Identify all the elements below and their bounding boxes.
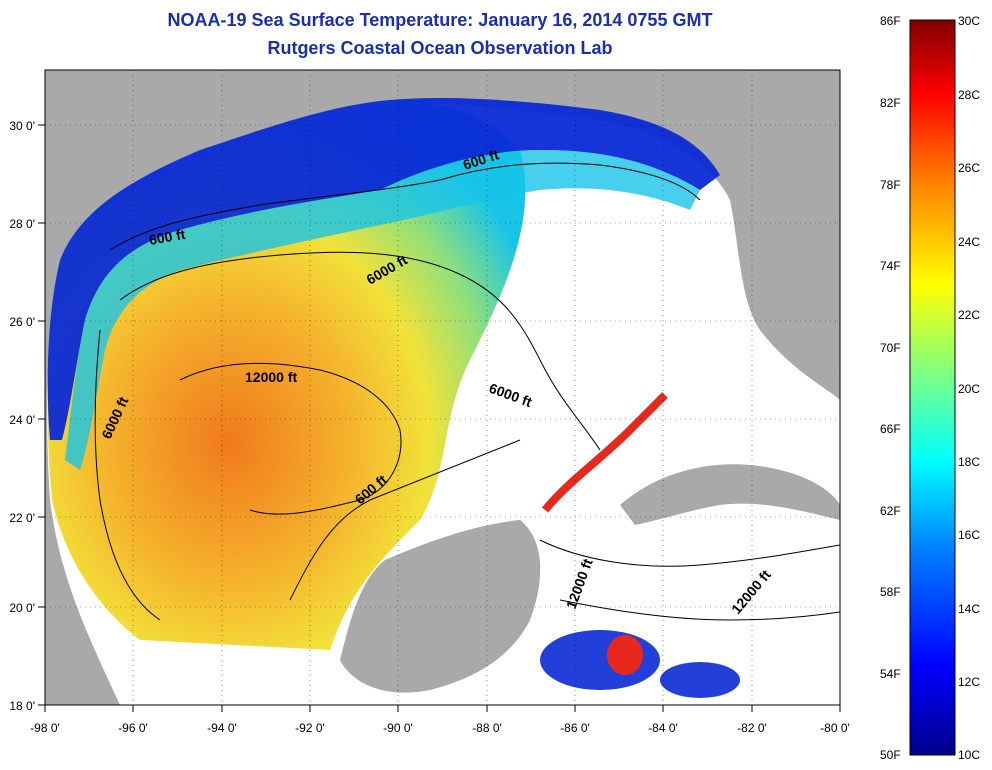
- colorbar-c-label: 28C: [958, 88, 981, 102]
- colorbar-c-label: 12C: [958, 675, 981, 689]
- colorbar-f-label: 50F: [880, 748, 901, 762]
- contour-label: 600 ft: [148, 226, 187, 248]
- lon-tick-label: -92 0': [295, 721, 325, 735]
- lon-tick-label: -96 0': [118, 721, 148, 735]
- lon-tick-label: -82 0': [737, 721, 767, 735]
- title-line-2: Rutgers Coastal Ocean Observation Lab: [267, 38, 613, 58]
- colorbar-c-label: 10C: [958, 748, 981, 762]
- contour-caribbean: [539, 539, 840, 567]
- contour-12000ft: [179, 362, 402, 515]
- colorbar-f-label: 78F: [880, 178, 901, 192]
- contour-label: 12000 ft: [245, 369, 297, 385]
- contour-caribbean-2: [559, 599, 840, 621]
- caribbean-cold-patch-2: [660, 662, 740, 698]
- colorbar-f-label: 82F: [880, 96, 901, 110]
- lat-tick-label: 30 0': [9, 119, 35, 133]
- contour-6000ft-west: [94, 329, 161, 621]
- lon-tick-label: -88 0': [472, 721, 502, 735]
- lon-tick-label: -84 0': [648, 721, 678, 735]
- colorbar: [909, 19, 956, 756]
- colorbar-c-label: 20C: [958, 382, 981, 396]
- colorbar-f-label: 86F: [880, 14, 901, 28]
- contour-600ft-north: [109, 162, 701, 251]
- contour-6000ft: [119, 251, 601, 451]
- cold-coastal-band: [47, 98, 720, 440]
- colorbar-f-label: 70F: [880, 341, 901, 355]
- cuba-land: [620, 464, 840, 525]
- lat-tick-label: 28 0': [9, 217, 35, 231]
- yucatan-land: [340, 520, 541, 693]
- colorbar-f-label: 62F: [880, 504, 901, 518]
- lat-tick-label: 18 0': [9, 699, 35, 713]
- loop-current-streak: [541, 392, 668, 513]
- cool-transition-band: [65, 150, 700, 470]
- colorbar-c-label: 16C: [958, 528, 981, 542]
- lat-tick-label: 26 0': [9, 315, 35, 329]
- colorbar-c-label: 18C: [958, 455, 981, 469]
- colorbar-f-label: 58F: [880, 585, 901, 599]
- lon-tick-label: -94 0': [207, 721, 237, 735]
- colorbar-c-label: 14C: [958, 602, 981, 616]
- lon-tick-label: -86 0': [560, 721, 590, 735]
- lat-tick-label: 22 0': [9, 511, 35, 525]
- contour-600ft-mexico: [289, 439, 521, 601]
- title-line-1: NOAA-19 Sea Surface Temperature: January…: [167, 10, 713, 30]
- colorbar-f-label: 54F: [880, 667, 901, 681]
- florida-land: [720, 70, 840, 373]
- colorbar-c-label: 24C: [958, 235, 981, 249]
- lon-tick-label: -80 0': [820, 721, 850, 735]
- lat-tick-label: 24 0': [9, 413, 35, 427]
- map-frame: [44, 69, 841, 706]
- colorbar-c-label: 22C: [958, 308, 981, 322]
- colorbar-f-label: 74F: [880, 259, 901, 273]
- lon-tick-label: -98 0': [30, 721, 60, 735]
- colorbar-c-label: 26C: [958, 161, 981, 175]
- colorbar-f-label: 66F: [880, 422, 901, 436]
- colorbar-c-label: 30C: [958, 14, 981, 28]
- lat-tick-label: 20 0': [9, 601, 35, 615]
- caribbean-warm-patch: [607, 635, 643, 675]
- lon-tick-label: -90 0': [383, 721, 413, 735]
